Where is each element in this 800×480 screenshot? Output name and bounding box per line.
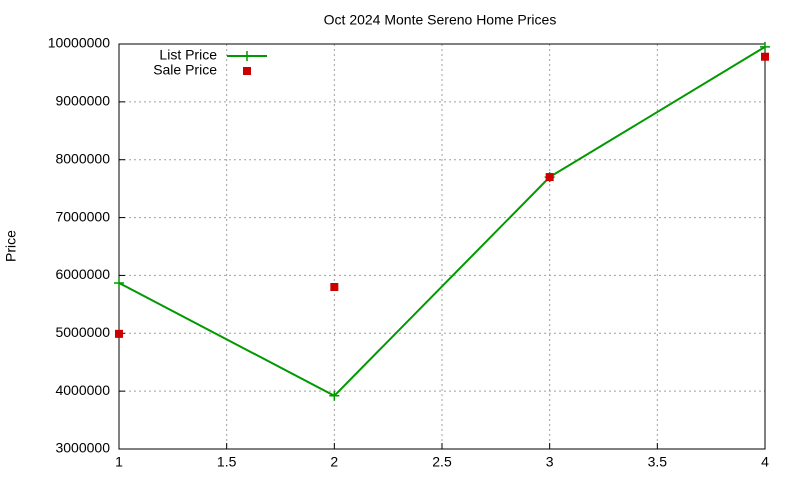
data-point	[115, 329, 123, 338]
y-tick-label: 8000000	[55, 150, 110, 166]
legend-label: Sale Price	[153, 62, 217, 78]
y-tick-label: 3000000	[55, 440, 110, 456]
y-tick-label: 6000000	[55, 266, 110, 282]
series-line	[118, 46, 766, 398]
x-tick-label: 4	[761, 454, 769, 470]
y-tick-label: 9000000	[55, 93, 110, 109]
data-point	[114, 277, 124, 288]
data-point	[545, 173, 554, 182]
x-tick-label: 2	[330, 454, 338, 470]
data-point	[330, 283, 339, 291]
data-point	[329, 390, 340, 401]
y-tick-label: 4000000	[55, 382, 110, 398]
x-tick-label: 3	[546, 454, 554, 470]
y-tick-label: 7000000	[55, 208, 110, 224]
x-tick-label: 1	[115, 454, 123, 470]
x-tick-label: 2.5	[432, 454, 452, 470]
plot-border	[118, 43, 766, 450]
data-point	[761, 52, 769, 61]
x-tick-label: 1.5	[217, 454, 237, 470]
x-tick-label: 3.5	[648, 454, 668, 470]
y-tick-label: 10000000	[48, 35, 111, 51]
data-point	[760, 41, 770, 52]
legend-swatch	[243, 67, 251, 75]
legend-swatch	[242, 51, 252, 61]
y-tick-label: 5000000	[55, 324, 110, 340]
y-axis-label: Price	[3, 230, 19, 262]
chart-title: Oct 2024 Monte Sereno Home Prices	[324, 12, 557, 28]
legend-label: List Price	[159, 47, 217, 63]
